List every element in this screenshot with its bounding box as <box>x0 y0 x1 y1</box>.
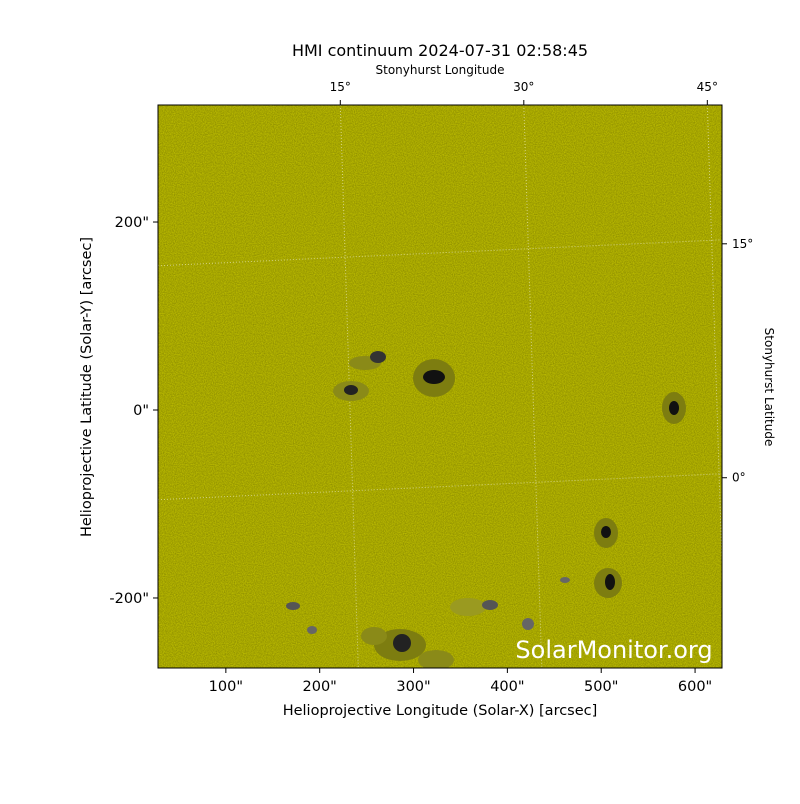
x-tick-label: 600" <box>678 679 712 695</box>
y-axis-label: Helioprojective Latitude (Solar-Y) [arcs… <box>79 237 95 537</box>
chart-title: HMI continuum 2024-07-31 02:58:45 <box>292 41 588 60</box>
x2-tick-label: 15° <box>330 80 351 94</box>
watermark: SolarMonitor.org <box>515 636 712 664</box>
sunspot <box>393 634 411 652</box>
y-tick-label: 200" <box>115 215 149 231</box>
sunspot <box>560 577 570 583</box>
x2-tick-label: 45° <box>697 80 718 94</box>
sunspot <box>361 627 387 645</box>
sunspot <box>669 401 679 415</box>
sunspot <box>370 351 386 363</box>
y-tick-label: 0" <box>133 403 149 419</box>
sunspots <box>286 351 686 668</box>
y2-axis-label: Stonyhurst Latitude <box>762 328 776 447</box>
y2-tick-label: 0° <box>732 471 746 485</box>
plot-frame <box>157 104 723 669</box>
y-tick-label: -200" <box>109 591 149 607</box>
sunspot <box>423 370 445 384</box>
sunspot <box>344 385 358 395</box>
x-tick-label: 100" <box>209 679 243 695</box>
x-axis-label: Helioprojective Longitude (Solar-X) [arc… <box>283 703 598 719</box>
sunspot <box>601 526 611 538</box>
x-tick-label: 200" <box>303 679 337 695</box>
sunspot <box>286 602 300 610</box>
sunspot <box>307 626 317 634</box>
sunspot <box>522 618 534 630</box>
sunspot <box>482 600 498 610</box>
grid-line <box>706 105 722 580</box>
sunspot <box>418 650 454 668</box>
x2-tick-label: 30° <box>513 80 534 94</box>
sunspot <box>605 574 615 590</box>
x-tick-label: 300" <box>396 679 430 695</box>
y2-tick-label: 15° <box>732 237 753 251</box>
x-tick-label: 500" <box>584 679 618 695</box>
grid-line <box>523 105 543 668</box>
x2-axis-label: Stonyhurst Longitude <box>376 63 505 77</box>
x-tick-label: 400" <box>490 679 524 695</box>
grid-line <box>158 239 722 267</box>
grid-line <box>158 473 722 501</box>
grid-line <box>339 105 359 668</box>
sunspot <box>450 598 486 616</box>
